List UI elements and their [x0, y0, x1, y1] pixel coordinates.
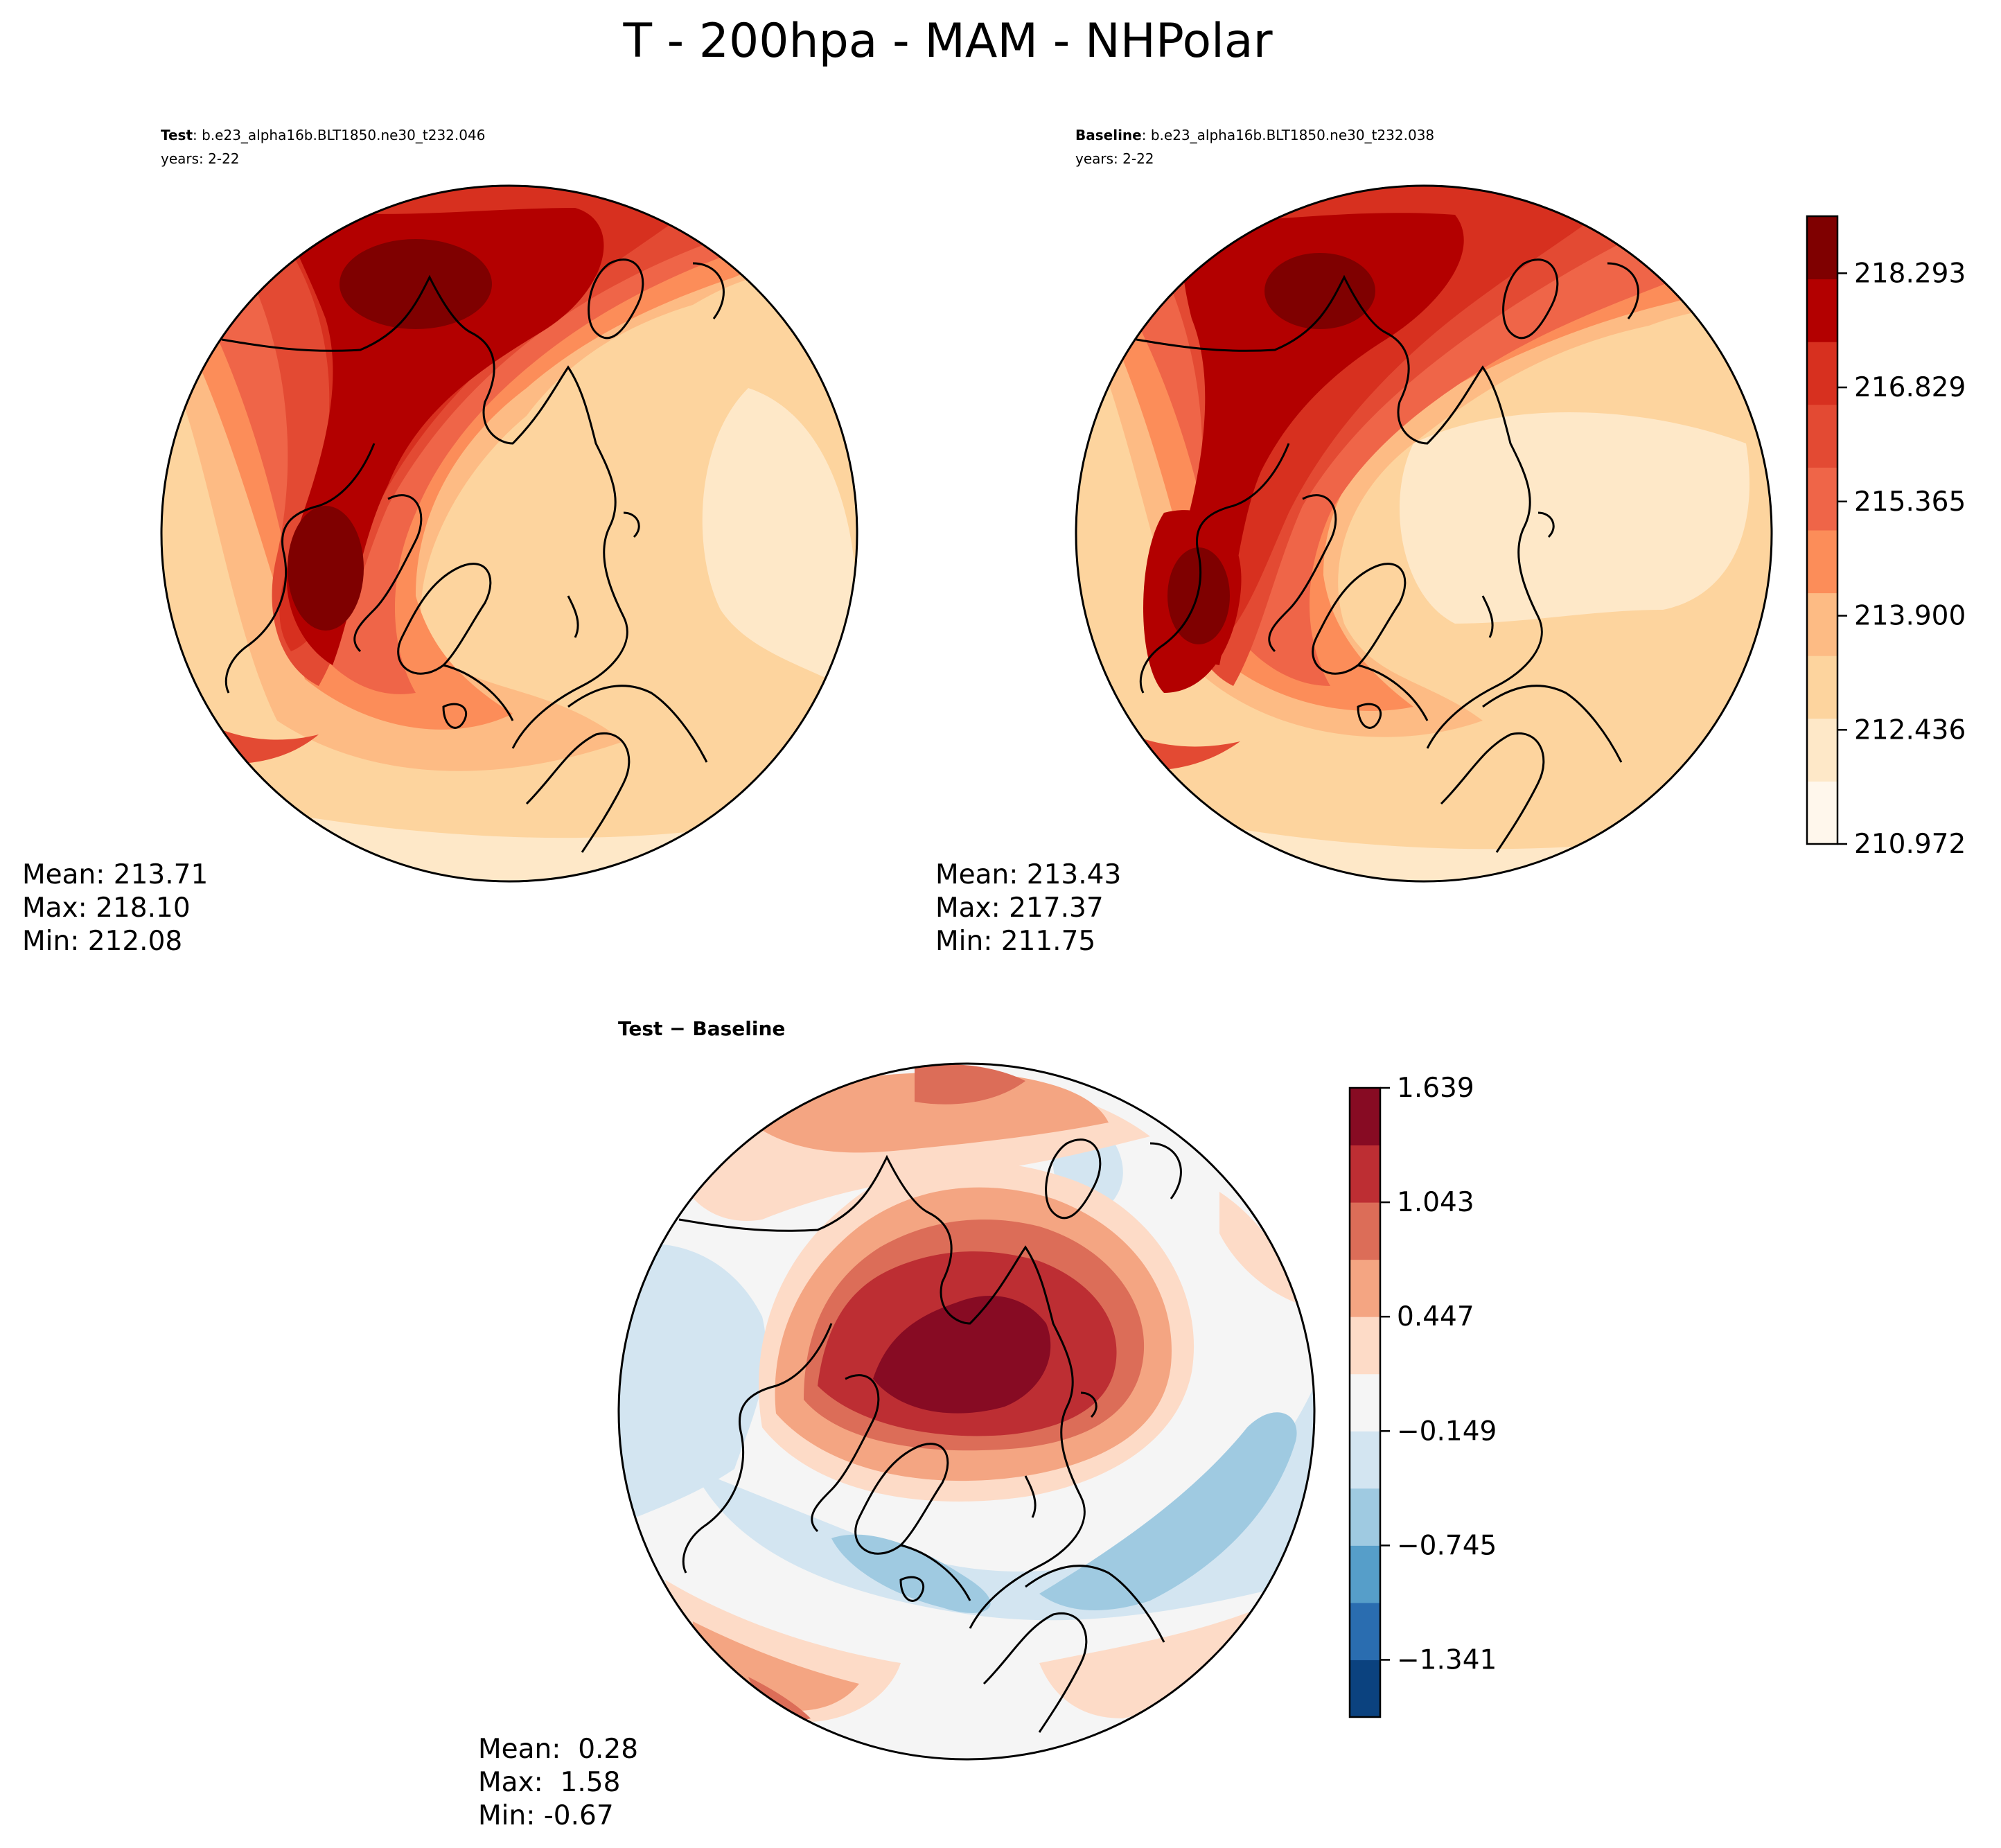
difference-tick-label: −0.745	[1397, 1530, 1497, 1561]
absolute-segment	[1807, 279, 1837, 342]
difference-tick-label: −1.341	[1397, 1644, 1497, 1675]
panel-difference-max: Max: 1.58	[478, 1767, 620, 1798]
absolute-frame	[1806, 215, 1839, 845]
difference-segment	[1350, 1088, 1380, 1146]
absolute-tick-label: 212.436	[1854, 714, 1966, 746]
absolute-segment	[1807, 404, 1837, 468]
panel-difference-mean: Mean: 0.28	[478, 1734, 638, 1765]
difference-tick-label: 1.043	[1397, 1187, 1474, 1218]
difference-segment	[1350, 1259, 1380, 1317]
absolute-tick-label: 216.829	[1854, 372, 1966, 403]
difference-segment	[1350, 1317, 1380, 1375]
absolute-segment	[1807, 530, 1837, 594]
difference-segment	[1350, 1660, 1380, 1718]
absolute-tick-label: 213.900	[1854, 601, 1966, 632]
difference-segment	[1350, 1202, 1380, 1260]
panel-difference-min: Min: -0.67	[478, 1800, 614, 1831]
panel-difference: Test − Baseline	[478, 1017, 1316, 1831]
difference-segment	[1350, 1545, 1380, 1603]
panel-baseline-field	[1076, 186, 1772, 881]
difference-segment	[1350, 1602, 1380, 1660]
panel-test-max: Max: 218.10	[22, 892, 191, 924]
absolute-segment	[1807, 655, 1837, 719]
difference-frame	[1348, 1086, 1382, 1718]
panel-difference-field	[619, 1064, 1314, 1759]
panel-test-min: Min: 212.08	[22, 926, 182, 957]
panel-baseline-boundary	[1075, 184, 1773, 883]
absolute-segment	[1807, 718, 1837, 782]
difference-segment	[1350, 1373, 1380, 1432]
figure-title: T - 200hpa - MAM - NHPolar	[622, 14, 1272, 69]
colorbar-absolute: 210.972 212.436 213.900 215.365 216.829 218.2…	[1806, 215, 1966, 860]
difference-segment	[1350, 1431, 1380, 1489]
panel-test-coastlines	[221, 258, 725, 853]
difference-tick-label: 1.639	[1397, 1073, 1474, 1104]
difference-tick-label: −0.149	[1397, 1416, 1497, 1447]
panel-baseline-label: Baseline: b.e23_alpha16b.BLT1850.ne30_t2…	[1075, 127, 1434, 143]
difference-segment	[1350, 1145, 1380, 1203]
panel-test-boundary	[160, 184, 858, 883]
panel-test-mean: Mean: 213.71	[22, 859, 208, 890]
panel-baseline: Baseline: b.e23_alpha16b.BLT1850.ne30_t2…	[935, 127, 1773, 957]
difference-tick-label: 0.447	[1397, 1301, 1474, 1332]
panel-difference-boundary	[617, 1062, 1316, 1761]
panel-difference-label: Test − Baseline	[618, 1017, 785, 1040]
absolute-segment	[1807, 467, 1837, 531]
panel-test-field	[161, 186, 857, 881]
difference-segment	[1350, 1488, 1380, 1546]
panel-test-label: Test: b.e23_alpha16b.BLT1850.ne30_t232.0…	[161, 127, 485, 143]
absolute-tick-label: 218.293	[1854, 258, 1966, 289]
absolute-segment	[1807, 781, 1837, 845]
panel-test: Test: b.e23_alpha16b.BLT1850.ne30_t232.0…	[22, 127, 858, 957]
panel-baseline-min: Min: 211.75	[935, 926, 1095, 957]
panel-baseline-years: years: 2-22	[1075, 150, 1154, 167]
absolute-segment	[1807, 342, 1837, 405]
absolute-segment	[1807, 592, 1837, 656]
panel-difference-coastlines	[678, 1138, 1182, 1733]
panel-test-years: years: 2-22	[161, 150, 240, 167]
absolute-tick-label: 215.365	[1854, 486, 1966, 518]
panel-baseline-coastlines	[1136, 258, 1639, 853]
panel-baseline-mean: Mean: 213.43	[935, 859, 1121, 890]
absolute-tick-label: 210.972	[1854, 829, 1966, 860]
panel-baseline-max: Max: 217.37	[935, 892, 1104, 924]
colorbar-difference: −1.341 −0.745 −0.149 0.447 1.043 1.639	[1348, 1073, 1497, 1718]
absolute-segment	[1807, 216, 1837, 280]
